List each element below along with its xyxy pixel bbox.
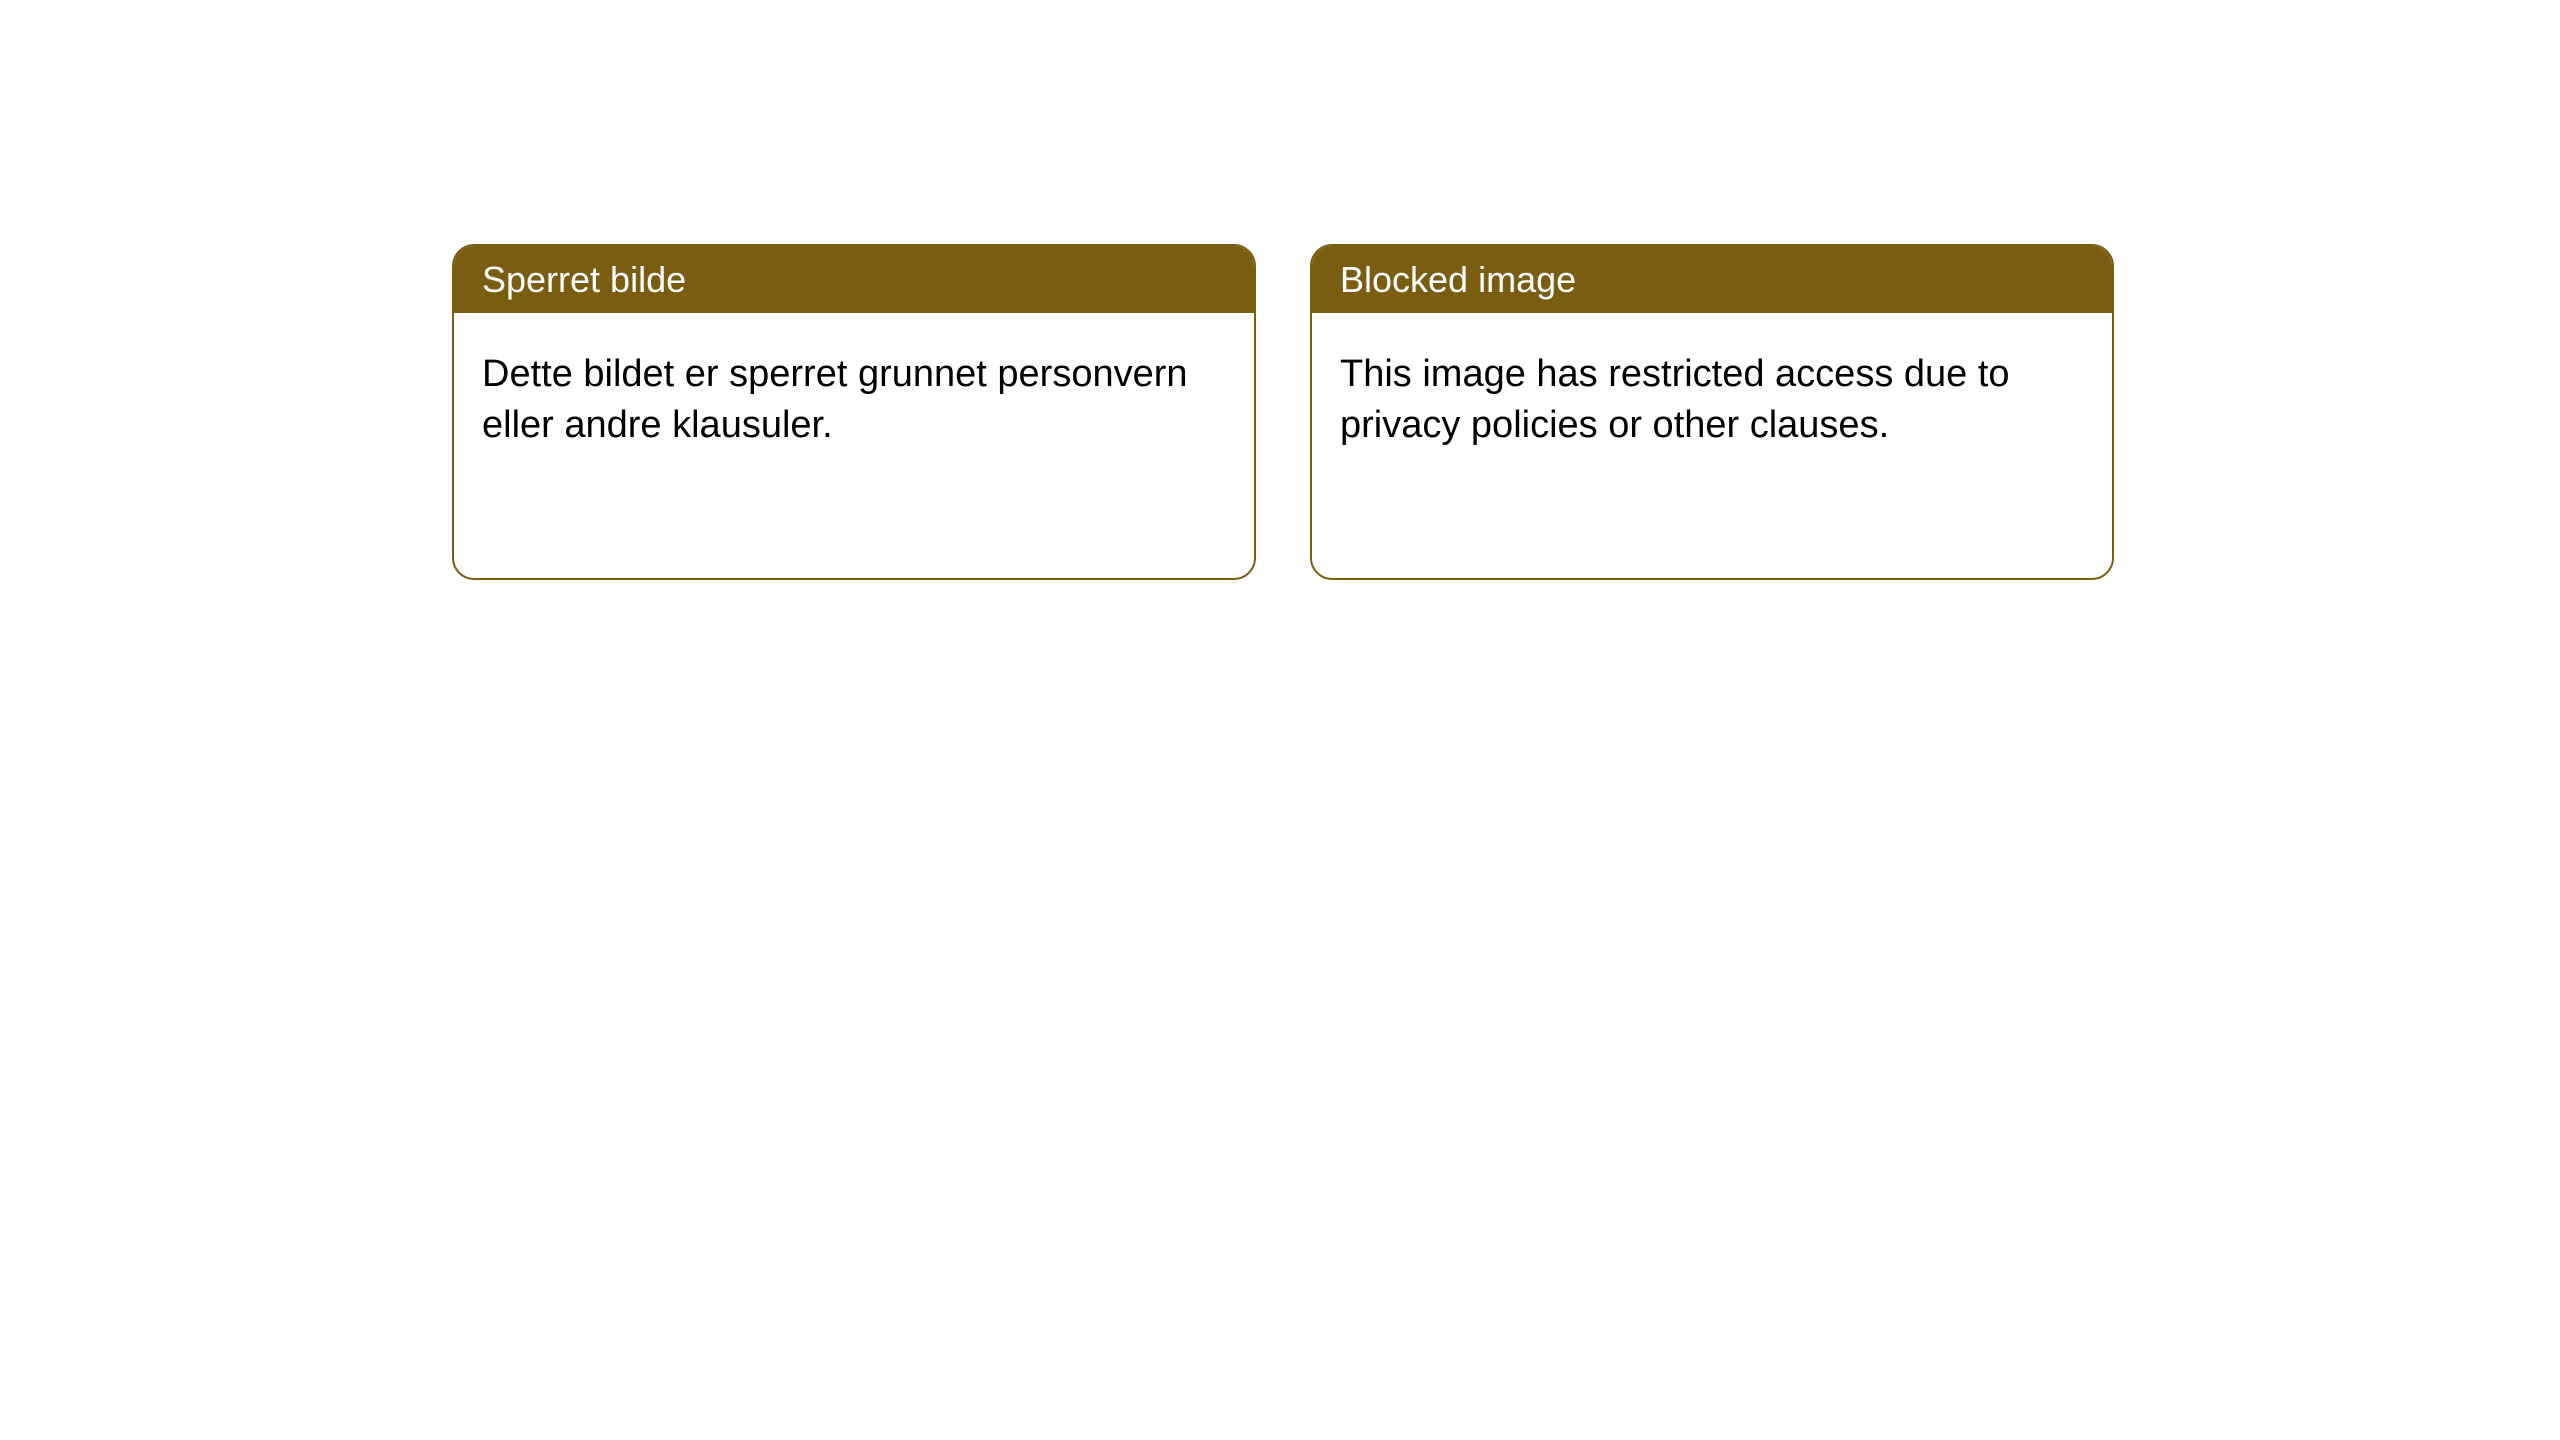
notice-card-english: Blocked image This image has restricted … xyxy=(1310,244,2114,580)
card-body-text: Dette bildet er sperret grunnet personve… xyxy=(482,353,1188,446)
card-body: This image has restricted access due to … xyxy=(1312,313,2112,488)
card-body: Dette bildet er sperret grunnet personve… xyxy=(454,313,1254,488)
card-body-text: This image has restricted access due to … xyxy=(1340,353,2010,446)
notice-card-norwegian: Sperret bilde Dette bildet er sperret gr… xyxy=(452,244,1256,580)
card-title: Blocked image xyxy=(1340,259,1576,300)
card-title: Sperret bilde xyxy=(482,259,686,300)
notice-cards-container: Sperret bilde Dette bildet er sperret gr… xyxy=(452,244,2114,580)
card-header: Blocked image xyxy=(1312,246,2112,313)
card-header: Sperret bilde xyxy=(454,246,1254,313)
